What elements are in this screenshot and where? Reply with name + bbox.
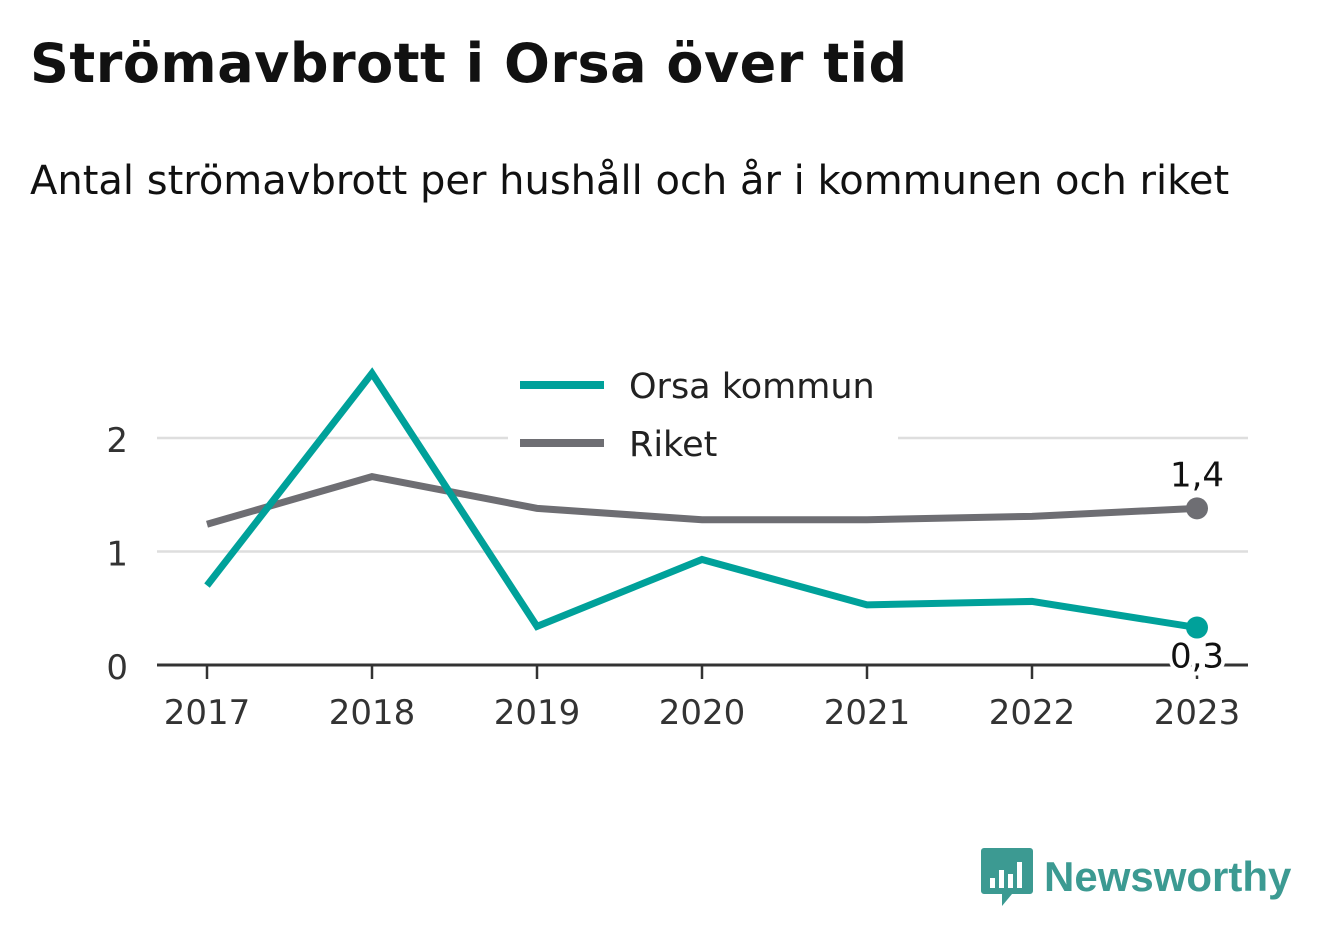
series-line	[204, 367, 1198, 632]
x-tick-label: 2023	[1154, 693, 1241, 733]
y-tick-label: 1	[106, 535, 128, 575]
legend: Orsa kommun Riket	[508, 362, 898, 474]
end-value-label: 1,4	[1170, 455, 1224, 495]
newsworthy-logo-text: Newsworthy	[1044, 853, 1292, 900]
end-point-marker	[1186, 497, 1208, 520]
y-tick-label: 0	[106, 648, 128, 688]
x-tick-label: 2022	[989, 693, 1076, 733]
legend-label: Orsa kommun	[629, 367, 875, 407]
x-tick-label: 2021	[824, 693, 911, 733]
x-tick-label: 2018	[329, 693, 416, 733]
newsworthy-logo-icon	[981, 848, 1033, 906]
y-tick-label: 2	[106, 421, 128, 461]
series-line	[206, 472, 1198, 528]
end-labels: 0,3 1,4	[1166, 451, 1228, 680]
newsworthy-logo: Newsworthy	[980, 846, 1291, 908]
chart-title: Strömavbrott i Orsa över tid	[30, 32, 908, 95]
legend-background	[508, 362, 898, 474]
chart-subtitle: Antal strömavbrott per hushåll och år i …	[30, 158, 1230, 204]
end-point-marker	[1186, 616, 1208, 639]
axes: 0 1 2 2017 2018 2019 2020 2021 2022 2023	[106, 421, 1248, 733]
x-tick-label: 2020	[659, 693, 746, 733]
series-lines	[204, 367, 1198, 632]
x-tick-label: 2019	[494, 693, 581, 733]
legend-label: Riket	[629, 425, 717, 465]
x-tick-label: 2017	[164, 693, 251, 733]
end-value-label: 0,3	[1170, 637, 1224, 677]
